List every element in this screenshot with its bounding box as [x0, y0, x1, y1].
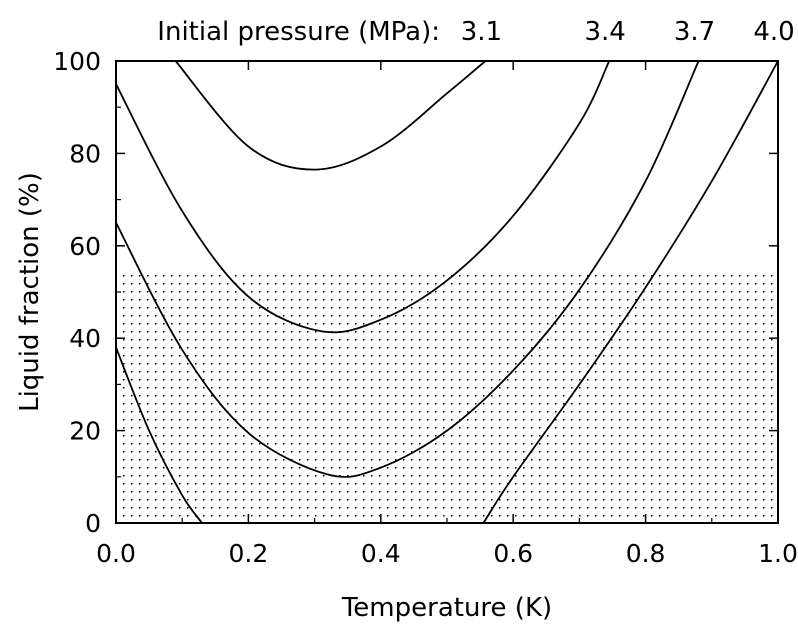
- series-line-4-0-4: [482, 61, 778, 523]
- x-tick-label: 0.2: [229, 539, 269, 568]
- series-line-3-7-2: [116, 61, 700, 478]
- legend-pressure-4-0: 4.0: [753, 17, 794, 47]
- y-tick-label: 80: [69, 139, 101, 168]
- legend-pressure-3-4: 3.4: [585, 17, 626, 47]
- legend-pressure-3-7: 3.7: [674, 17, 715, 47]
- y-axis-label: Liquid fraction (%): [15, 172, 45, 412]
- x-tick-label: 0.4: [361, 539, 401, 568]
- legend-title: Initial pressure (MPa):: [157, 17, 440, 47]
- series-line-4-0-3: [116, 347, 203, 523]
- x-tick-label: 0.8: [626, 539, 666, 568]
- series-line-3-4-1: [116, 61, 611, 334]
- y-tick-label: 60: [69, 232, 101, 261]
- y-tick-label: 20: [69, 417, 101, 446]
- x-tick-label: 0.6: [493, 539, 533, 568]
- dotted-shaded-region: [116, 273, 778, 523]
- y-tick-label: 100: [53, 47, 101, 76]
- x-tick-label: 0.0: [96, 539, 136, 568]
- y-tick-label: 0: [85, 509, 101, 538]
- series-line-3-1-0: [174, 61, 486, 171]
- x-axis-label: Temperature (K): [341, 593, 552, 623]
- y-tick-label: 40: [69, 324, 101, 353]
- legend-pressure-3-1: 3.1: [461, 17, 502, 47]
- x-tick-label: 1.0: [758, 539, 798, 568]
